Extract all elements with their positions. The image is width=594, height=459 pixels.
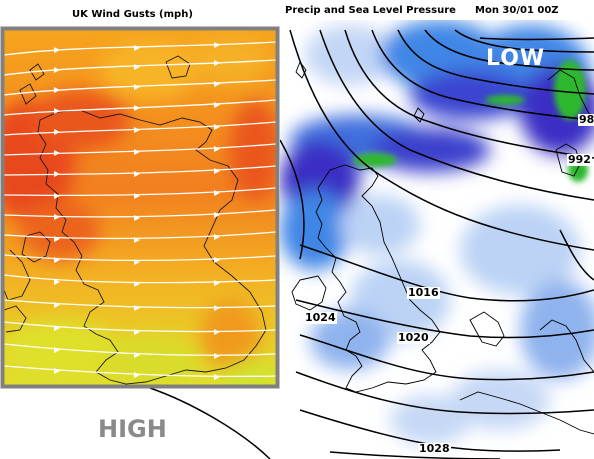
snow-areas xyxy=(353,60,588,182)
isobar-label-992: 992 xyxy=(567,153,592,166)
wind-panel-title: UK Wind Gusts (mph) xyxy=(72,9,193,20)
low-pressure-label: LOW xyxy=(486,46,546,71)
isobar-label-1020: 1020 xyxy=(397,331,430,344)
wind-gust-field xyxy=(4,35,276,385)
isobar-label-1028: 1028 xyxy=(418,442,451,455)
isobar-lower-left xyxy=(149,387,271,459)
precip-map xyxy=(280,20,594,459)
precip-panel-title: Precip and Sea Level Pressure xyxy=(285,5,456,16)
wind-panel-border xyxy=(0,26,280,389)
wind-gust-map xyxy=(4,30,276,385)
wind-arrowheads xyxy=(54,42,220,380)
isobar-label-1024: 1024 xyxy=(304,311,337,324)
precip-field xyxy=(280,20,594,445)
wind-streamlines xyxy=(4,41,276,378)
isobar-label-1016: 1016 xyxy=(407,286,440,299)
forecast-date: Mon 30/01 00Z xyxy=(475,5,559,16)
high-pressure-label: HIGH xyxy=(98,415,167,443)
wind-coastlines xyxy=(4,55,267,385)
isobar-label-98: 98 xyxy=(578,113,594,126)
